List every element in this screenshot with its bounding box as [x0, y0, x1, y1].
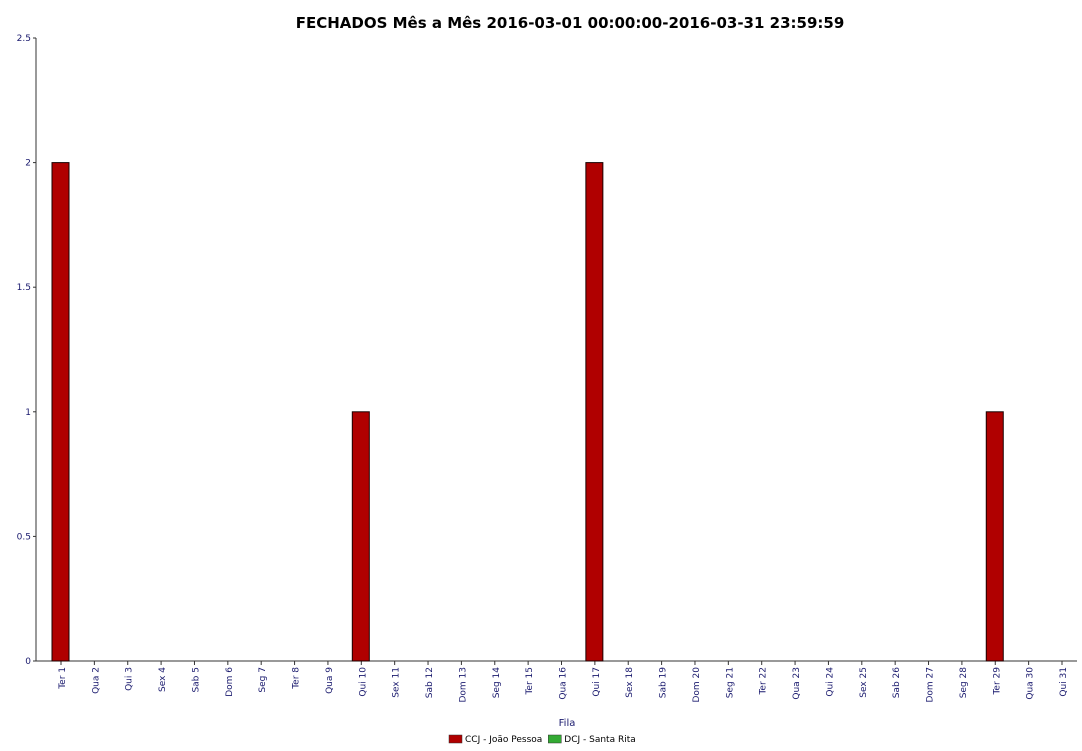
x-tick-label: Seg 21	[725, 667, 735, 698]
x-axis-ticks: Ter 1 Qua 2 Qui 3 Sex 4 Sab 5 Dom 6 Seg 7 Ter 8…	[58, 661, 1069, 703]
x-tick-label: Sab 19	[659, 667, 669, 699]
x-tick-label: Seg 7	[258, 667, 268, 693]
x-tick-label: Seg 28	[959, 667, 969, 699]
bars	[51, 162, 1004, 662]
bar	[51, 162, 70, 662]
y-tick-label: 2.5	[17, 34, 31, 44]
x-tick-label: Sex 25	[859, 667, 869, 698]
legend-label: CCJ - João Pessoa	[465, 735, 542, 745]
x-tick-label: Ter 22	[759, 667, 769, 696]
x-tick-label: Dom 6	[225, 667, 235, 697]
x-tick-label: Sab 12	[425, 667, 435, 698]
x-tick-label: Sab 26	[892, 667, 902, 699]
legend-swatch	[448, 734, 463, 744]
plot-area	[35, 38, 1077, 662]
x-tick-label: Qui 10	[358, 667, 368, 697]
x-tick-label: Ter 1	[58, 667, 68, 690]
y-axis-ticks: 0 0.5 1 1.5 2 2.5	[17, 34, 36, 667]
y-tick-label: 0.5	[17, 532, 31, 542]
y-tick-label: 1.5	[17, 283, 31, 293]
x-tick-label: Sex 11	[392, 667, 402, 698]
x-tick-label: Ter 8	[292, 667, 302, 690]
y-tick-label: 1	[25, 408, 31, 418]
x-tick-label: Sex 18	[625, 667, 635, 698]
x-tick-label: Seg 14	[492, 667, 502, 699]
bar	[585, 162, 604, 662]
x-tick-label: Qui 17	[592, 667, 602, 697]
x-tick-label: Qui 31	[1059, 667, 1069, 697]
bar	[985, 411, 1004, 662]
x-tick-label: Dom 27	[926, 667, 936, 703]
x-tick-label: Qua 30	[1026, 667, 1036, 700]
x-tick-label: Qui 24	[825, 667, 835, 697]
chart-title: FECHADOS Mês a Mês 2016-03-01 00:00:00-2…	[296, 14, 845, 32]
x-tick-label: Qui 3	[125, 667, 135, 691]
x-tick-label: Qua 9	[325, 667, 335, 694]
x-tick-label: Ter 15	[525, 667, 535, 696]
bar	[351, 411, 370, 662]
legend: CCJ - João Pessoa DCJ - Santa Rita	[448, 734, 636, 745]
x-tick-label: Dom 20	[692, 667, 702, 703]
x-tick-label: Qua 23	[792, 667, 802, 700]
legend-swatch	[548, 734, 562, 744]
y-tick-label: 2	[25, 159, 31, 169]
x-tick-label: Sex 4	[158, 667, 168, 692]
y-tick-label: 0	[25, 657, 31, 667]
x-tick-label: Ter 29	[992, 667, 1002, 696]
x-tick-label: Qua 16	[559, 667, 569, 700]
x-axis-label: Fila	[559, 718, 576, 729]
x-tick-label: Dom 13	[458, 667, 468, 703]
x-tick-label: Sab 5	[191, 667, 201, 693]
legend-label: DCJ - Santa Rita	[564, 735, 635, 745]
x-tick-label: Qua 2	[91, 667, 101, 694]
